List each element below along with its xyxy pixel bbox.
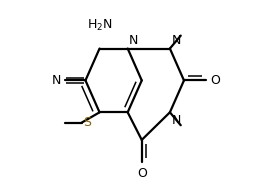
Text: H$_2$N: H$_2$N [87, 18, 112, 33]
Text: N: N [171, 34, 181, 47]
Text: N: N [129, 34, 139, 47]
Text: O: O [210, 74, 220, 87]
Text: O: O [137, 167, 147, 180]
Text: N: N [171, 114, 181, 127]
Text: S: S [83, 116, 91, 129]
Text: N: N [52, 74, 62, 87]
